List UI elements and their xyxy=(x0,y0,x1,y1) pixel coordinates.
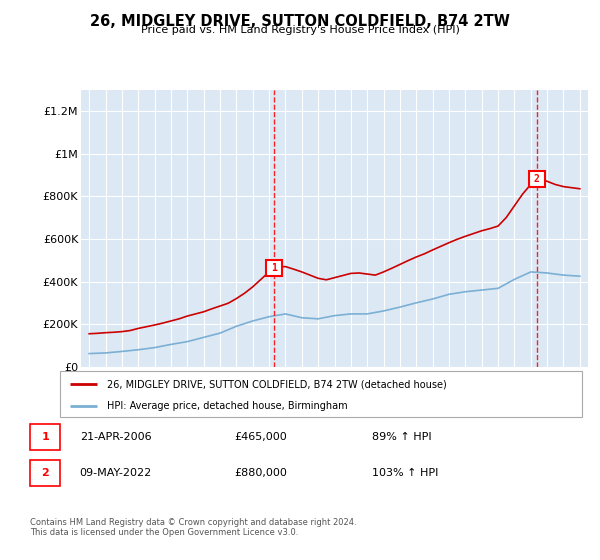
Text: 1: 1 xyxy=(41,432,49,442)
Text: 103% ↑ HPI: 103% ↑ HPI xyxy=(372,468,439,478)
Text: 2: 2 xyxy=(41,468,49,478)
Text: £465,000: £465,000 xyxy=(234,432,287,442)
Text: Price paid vs. HM Land Registry's House Price Index (HPI): Price paid vs. HM Land Registry's House … xyxy=(140,25,460,35)
Text: HPI: Average price, detached house, Birmingham: HPI: Average price, detached house, Birm… xyxy=(107,401,347,410)
Text: 21-APR-2006: 21-APR-2006 xyxy=(80,432,151,442)
Text: 09-MAY-2022: 09-MAY-2022 xyxy=(80,468,152,478)
Text: 26, MIDGLEY DRIVE, SUTTON COLDFIELD, B74 2TW (detached house): 26, MIDGLEY DRIVE, SUTTON COLDFIELD, B74… xyxy=(107,379,447,389)
Text: 89% ↑ HPI: 89% ↑ HPI xyxy=(372,432,432,442)
Text: 26, MIDGLEY DRIVE, SUTTON COLDFIELD, B74 2TW: 26, MIDGLEY DRIVE, SUTTON COLDFIELD, B74… xyxy=(90,14,510,29)
Bar xyxy=(30,460,61,486)
Text: 1: 1 xyxy=(271,263,277,273)
Text: 2: 2 xyxy=(534,174,539,184)
Text: £880,000: £880,000 xyxy=(234,468,287,478)
Bar xyxy=(30,424,61,450)
Text: Contains HM Land Registry data © Crown copyright and database right 2024.
This d: Contains HM Land Registry data © Crown c… xyxy=(30,518,356,538)
